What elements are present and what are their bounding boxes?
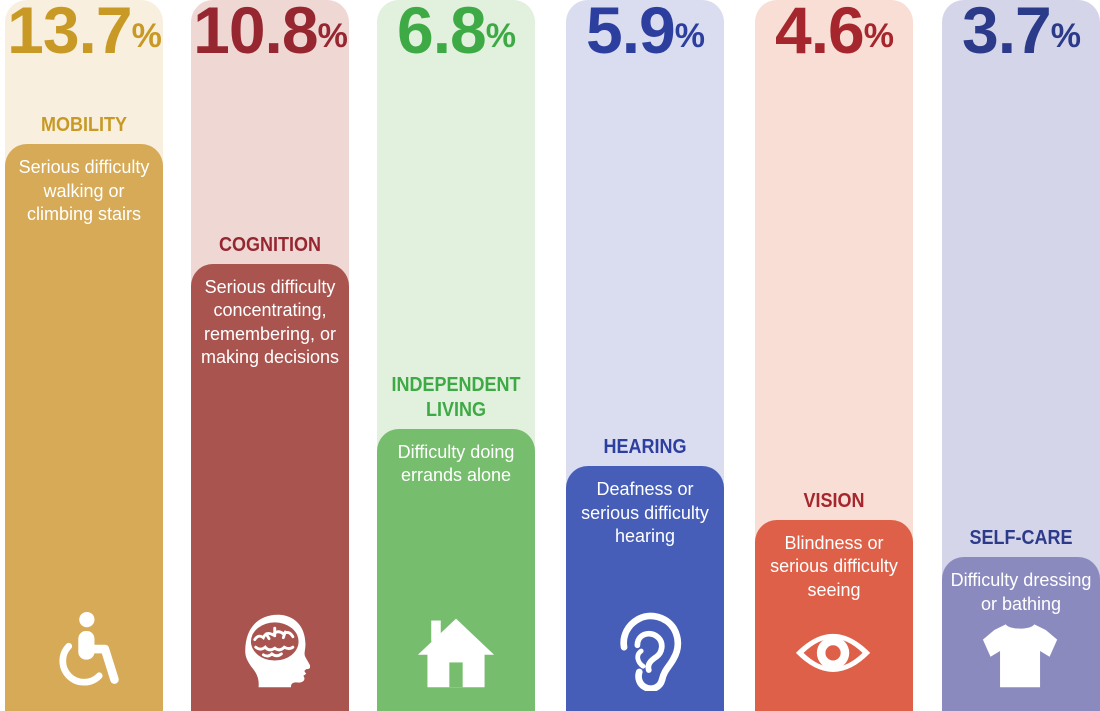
column-6: 3.7% SELF-CARE Difficulty dressing or bath… xyxy=(942,0,1100,711)
description-5: Blindness or serious difficulty seeing xyxy=(770,532,898,600)
bar-4 xyxy=(566,466,724,711)
value-label-2: 10.8% xyxy=(193,0,348,67)
column-1: 13.7% MOBILITY Serious difficulty walking … xyxy=(5,0,163,711)
description-2: Serious difficulty concentrating, rememb… xyxy=(200,276,340,368)
house-icon xyxy=(417,618,495,688)
brain-head-icon xyxy=(245,614,310,688)
description-1: Serious difficulty walking or climbing s… xyxy=(18,157,150,224)
value-label-1: 13.7% xyxy=(7,0,162,67)
wheelchair-icon xyxy=(59,611,119,686)
column-5: 4.6% VISION Blindness or serious difficult… xyxy=(755,0,913,711)
ear-icon xyxy=(620,612,682,691)
column-2: 10.8% COGNITION Serious difficulty concent… xyxy=(191,0,349,711)
value-label-3: 6.8% xyxy=(397,0,516,67)
column-3: 6.8% INDEPENDENT LIVING Difficulty doing er… xyxy=(377,0,535,711)
category-label-2: COGNITION xyxy=(218,233,322,256)
column-4: 5.9% HEARING Deafness or serious difficult… xyxy=(566,0,724,711)
description-6: Difficulty dressing or bathing xyxy=(950,570,1092,614)
category-label-3: INDEPENDENT LIVING xyxy=(391,373,521,421)
category-label-1: MOBILITY xyxy=(40,114,127,136)
eye-icon xyxy=(795,633,871,672)
category-label-4: HEARING xyxy=(603,436,687,459)
value-label-5: 4.6% xyxy=(775,0,894,67)
category-label-6: SELF-CARE xyxy=(969,527,1073,549)
shirt-icon xyxy=(982,624,1058,688)
description-3: Difficulty doing errands alone xyxy=(397,441,515,486)
value-label-4: 5.9% xyxy=(586,0,705,67)
value-label-6: 3.7% xyxy=(962,0,1081,67)
category-label-5: VISION xyxy=(803,489,865,512)
description-4: Deafness or serious difficulty hearing xyxy=(581,479,709,547)
bar-5 xyxy=(755,519,913,711)
